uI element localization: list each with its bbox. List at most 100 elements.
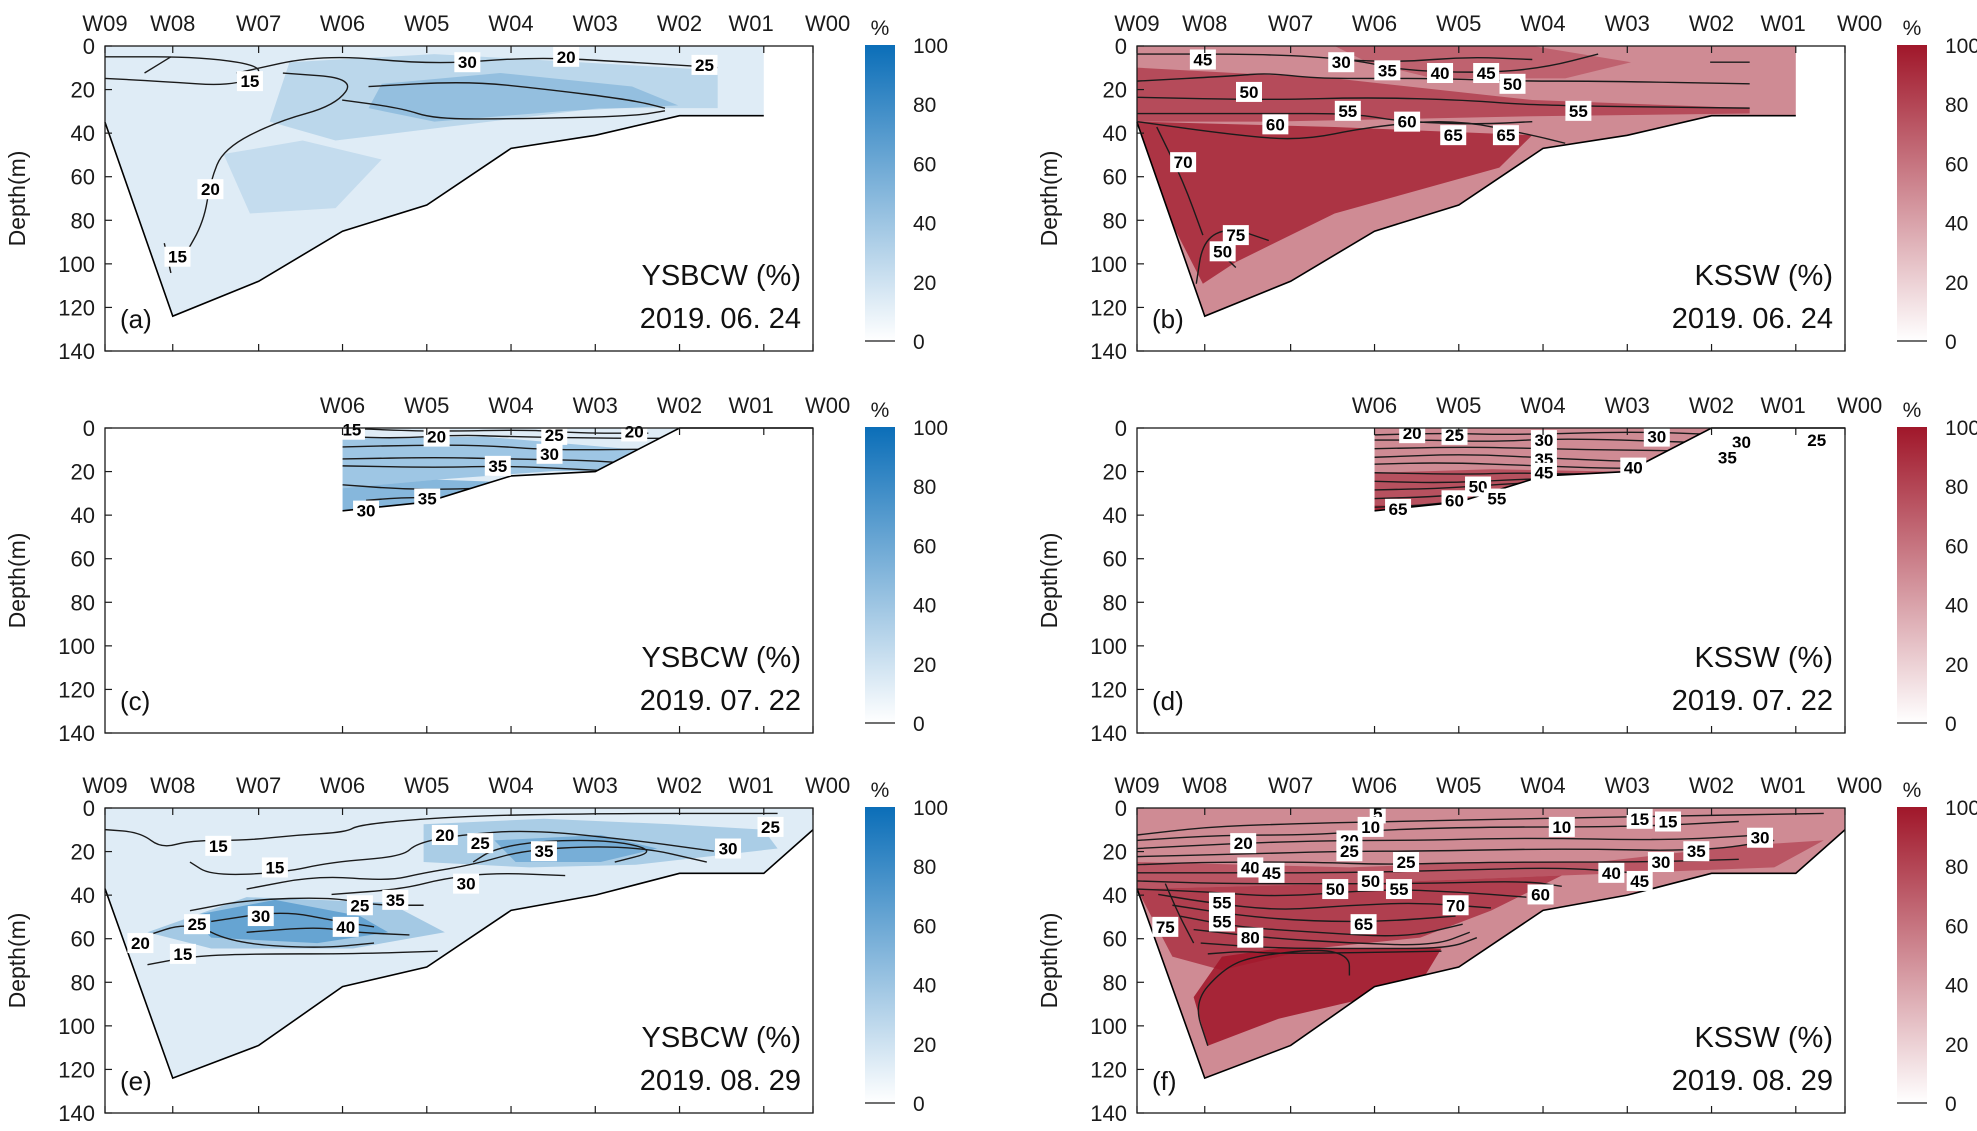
contour-label: 20 (625, 422, 644, 441)
colorbar-unit: % (871, 779, 890, 802)
contour-line (236, 56, 718, 74)
contour-label: 15 (342, 421, 361, 440)
colorbar-unit: % (1903, 399, 1922, 422)
colorbar-unit: % (1903, 17, 1922, 40)
station-label: W03 (1605, 11, 1650, 36)
y-tick-label: 60 (71, 927, 95, 952)
y-tick-label: 100 (58, 252, 95, 277)
contour-label: 40 (1602, 864, 1621, 883)
plot-frame (104, 45, 814, 352)
contour-label: 25 (695, 56, 714, 75)
shaded-region (269, 54, 718, 141)
contour-label: 60 (1445, 491, 1464, 510)
colorbar-tick-label: 80 (1945, 476, 1968, 499)
y-tick-label: 60 (71, 165, 95, 190)
contour-label: 30 (540, 445, 559, 464)
y-tick-label: 140 (58, 339, 95, 364)
contour-label-box (1655, 811, 1681, 832)
contour-label: 55 (1212, 894, 1231, 913)
colorbar-tick-label: 80 (1945, 94, 1968, 117)
contour-label: 45 (1534, 464, 1553, 483)
contour-label: 35 (534, 842, 553, 861)
contour-label-box (346, 895, 373, 916)
y-tick-label: 100 (58, 1014, 95, 1039)
contour-label: 35 (386, 891, 405, 910)
contour-label: 30 (1534, 431, 1553, 450)
contour-label-box (484, 455, 511, 476)
y-tick-label: 60 (71, 547, 95, 572)
contour-label-box (414, 488, 441, 509)
station-label: W06 (1352, 773, 1397, 798)
contour-label-box (1626, 808, 1653, 829)
contour-label-box (1620, 457, 1647, 478)
plot-frame (104, 427, 814, 734)
contour-label: 25 (1340, 842, 1359, 861)
contour-label: 25 (1445, 426, 1464, 445)
contour-line (342, 428, 649, 434)
contour-label: 50 (1326, 880, 1345, 899)
colorbar-tick-label: 40 (913, 975, 936, 998)
contour-label: 30 (1332, 53, 1351, 72)
contour-line (472, 839, 648, 863)
y-tick-label: 80 (1103, 590, 1127, 615)
colorbar-tick-label: 0 (1945, 1093, 1957, 1116)
contour-label: 10 (1552, 818, 1571, 837)
panel-id: (a) (120, 304, 152, 334)
station-label: W05 (404, 393, 449, 418)
contour-label: 65 (1496, 126, 1515, 145)
y-tick-label: 100 (1090, 1014, 1127, 1039)
contour-label: 30 (458, 53, 477, 72)
shaded-region (1137, 67, 1750, 122)
contour-label: 15 (1659, 813, 1678, 832)
contour-label-box (353, 500, 380, 521)
contour-label-box (1357, 870, 1384, 891)
contour-label: 60 (1398, 113, 1417, 132)
colorbar-tick-label: 0 (1945, 713, 1957, 736)
water-mass-label: KSSW (%) (1694, 260, 1833, 292)
station-label: W03 (573, 11, 618, 36)
water-mass-label: KSSW (%) (1694, 1022, 1833, 1054)
y-tick-label: 60 (1103, 927, 1127, 952)
contour-line (1179, 915, 1463, 937)
shaded-region (1137, 840, 1824, 890)
contour-label-box (164, 246, 191, 267)
y-tick-label: 0 (83, 34, 95, 59)
station-label: W04 (488, 11, 533, 36)
contour-line (1207, 950, 1442, 955)
contour-label-box (197, 179, 224, 200)
colorbar-unit: % (871, 17, 890, 40)
contour-label-box (757, 816, 784, 837)
panel-id: (c) (120, 686, 150, 716)
contour-label: 35 (1718, 448, 1737, 467)
colorbar-tick-label: 80 (1945, 856, 1968, 879)
contour-label: 30 (1751, 829, 1770, 848)
colorbar-tick-label: 80 (913, 476, 936, 499)
station-label: W02 (657, 11, 702, 36)
y-tick-label: 40 (71, 121, 95, 146)
contour-label: 65 (1389, 500, 1408, 519)
contour-line (105, 812, 778, 847)
colorbar-tick-label: 80 (913, 94, 936, 117)
colorbar-tick-label: 60 (913, 535, 936, 558)
contour-label: 40 (1624, 459, 1643, 478)
station-label: W01 (729, 11, 774, 36)
contour-layer (105, 54, 718, 274)
contour-label-box (1483, 488, 1510, 509)
water-mass-label: YSBCW (%) (642, 1022, 802, 1054)
contour-label: 55 (1338, 102, 1357, 121)
water-mass-label: YSBCW (%) (642, 260, 802, 292)
contour-label: 30 (719, 840, 738, 859)
seafloor-line (104, 114, 764, 318)
y-tick-label: 40 (1103, 503, 1127, 528)
contour-label-box (1442, 895, 1469, 916)
contour-label: 30 (251, 907, 270, 926)
y-tick-label: 140 (1090, 1101, 1127, 1126)
station-label: W07 (1268, 773, 1313, 798)
contour-label-box (1548, 816, 1575, 837)
contour-label-box (1336, 841, 1363, 862)
station-label: W03 (573, 393, 618, 418)
date-label: 2019. 08. 29 (640, 1065, 801, 1097)
contour-line (1200, 937, 1478, 950)
y-tick-label: 80 (71, 208, 95, 233)
